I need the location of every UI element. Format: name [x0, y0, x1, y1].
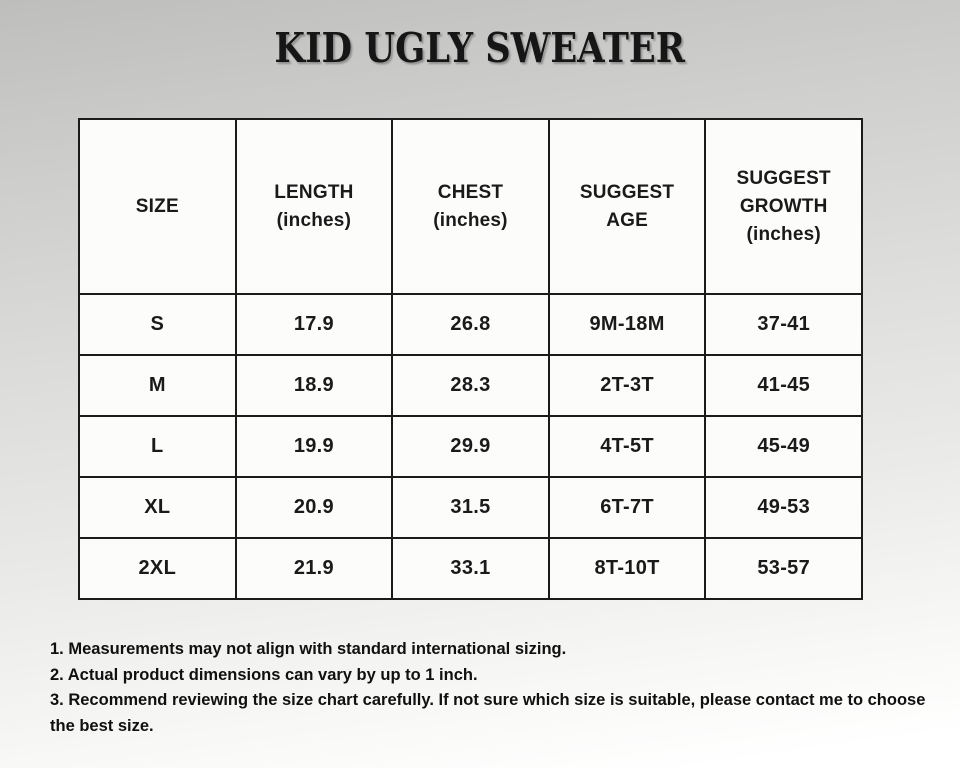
length-cell: 21.9 [234, 537, 394, 600]
page-title-text: KID UGLY SWEATER [274, 24, 686, 72]
growth-cell: 45-49 [704, 415, 863, 478]
chest-cell: 26.8 [391, 293, 550, 356]
table-row-m: M 18.9 28.3 2T-3T 41-45 [78, 354, 863, 417]
age-cell: 6T-7T [547, 476, 707, 539]
table-row-2xl: 2XL 21.9 33.1 8T-10T 53-57 [78, 537, 863, 600]
size-cell: 2XL [78, 537, 237, 600]
length-cell: 19.9 [234, 415, 394, 478]
column-header-length: LENGTH (inches) [234, 118, 394, 295]
length-cell: 20.9 [234, 476, 394, 539]
chest-cell: 28.3 [391, 354, 550, 417]
length-cell: 18.9 [234, 354, 394, 417]
growth-cell: 49-53 [704, 476, 863, 539]
page-title: KID UGLY SWEATER [0, 24, 960, 72]
note-line-1: 1. Measurements may not align with stand… [50, 640, 567, 658]
chest-cell: 33.1 [391, 537, 550, 600]
age-cell: 9M-18M [547, 293, 707, 356]
length-cell: 17.9 [234, 293, 394, 356]
age-cell: 2T-3T [547, 354, 707, 417]
column-header-suggest-growth: SUGGEST GROWTH (inches) [704, 118, 863, 295]
note-line-2: 2. Actual product dimensions can vary by… [50, 665, 478, 684]
chest-cell: 29.9 [391, 415, 550, 478]
age-cell: 4T-5T [547, 415, 707, 478]
size-cell: M [78, 354, 237, 417]
column-header-suggest-age: SUGGEST AGE [547, 118, 707, 295]
note-line-3: 3. Recommend reviewing the size chart ca… [50, 691, 926, 735]
table-row-xl: XL 20.9 31.5 6T-7T 49-53 [78, 476, 863, 539]
size-chart-table: SIZE LENGTH (inches) CHEST (inches) SUGG… [78, 118, 863, 600]
size-cell: S [78, 293, 237, 356]
growth-cell: 37-41 [704, 293, 863, 356]
sizing-notes: 1. Measurements may not align with stand… [50, 637, 926, 739]
table-row-s: S 17.9 26.8 9M-18M 37-41 [78, 293, 863, 356]
chest-cell: 31.5 [391, 476, 550, 539]
size-cell: XL [78, 476, 237, 539]
header-row: SIZE LENGTH (inches) CHEST (inches) SUGG… [78, 118, 863, 295]
age-cell: 8T-10T [547, 537, 707, 600]
growth-cell: 41-45 [704, 354, 863, 417]
column-header-size: SIZE [78, 118, 237, 295]
growth-cell: 53-57 [704, 537, 863, 600]
table-row-l: L 19.9 29.9 4T-5T 45-49 [78, 415, 863, 478]
column-header-chest: CHEST (inches) [391, 118, 550, 295]
size-cell: L [78, 415, 237, 478]
